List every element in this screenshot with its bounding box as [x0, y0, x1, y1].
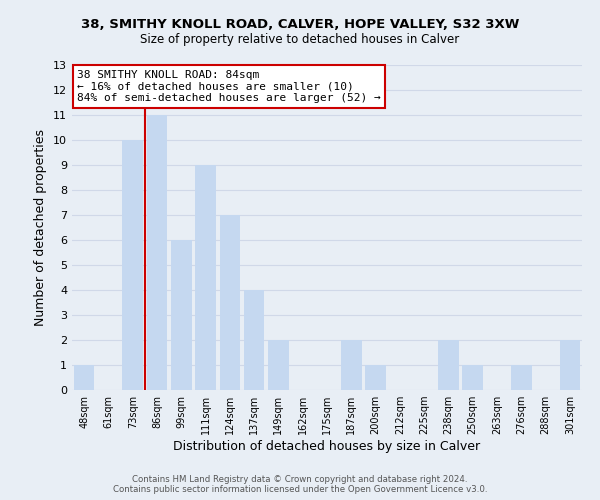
Text: 38, SMITHY KNOLL ROAD, CALVER, HOPE VALLEY, S32 3XW: 38, SMITHY KNOLL ROAD, CALVER, HOPE VALL… — [81, 18, 519, 30]
Text: 38 SMITHY KNOLL ROAD: 84sqm
← 16% of detached houses are smaller (10)
84% of sem: 38 SMITHY KNOLL ROAD: 84sqm ← 16% of det… — [77, 70, 381, 103]
Bar — [438, 340, 459, 390]
Text: Size of property relative to detached houses in Calver: Size of property relative to detached ho… — [140, 32, 460, 46]
Y-axis label: Number of detached properties: Number of detached properties — [34, 129, 47, 326]
Bar — [365, 365, 386, 390]
Bar — [171, 240, 191, 390]
Bar — [146, 115, 167, 390]
Bar — [74, 365, 94, 390]
Bar — [244, 290, 265, 390]
Bar — [268, 340, 289, 390]
Bar — [122, 140, 143, 390]
Bar — [220, 215, 240, 390]
Bar — [463, 365, 483, 390]
Bar — [560, 340, 580, 390]
Bar — [341, 340, 362, 390]
Bar — [511, 365, 532, 390]
X-axis label: Distribution of detached houses by size in Calver: Distribution of detached houses by size … — [173, 440, 481, 453]
Bar — [195, 165, 216, 390]
Text: Contains HM Land Registry data © Crown copyright and database right 2024.
Contai: Contains HM Land Registry data © Crown c… — [113, 474, 487, 494]
